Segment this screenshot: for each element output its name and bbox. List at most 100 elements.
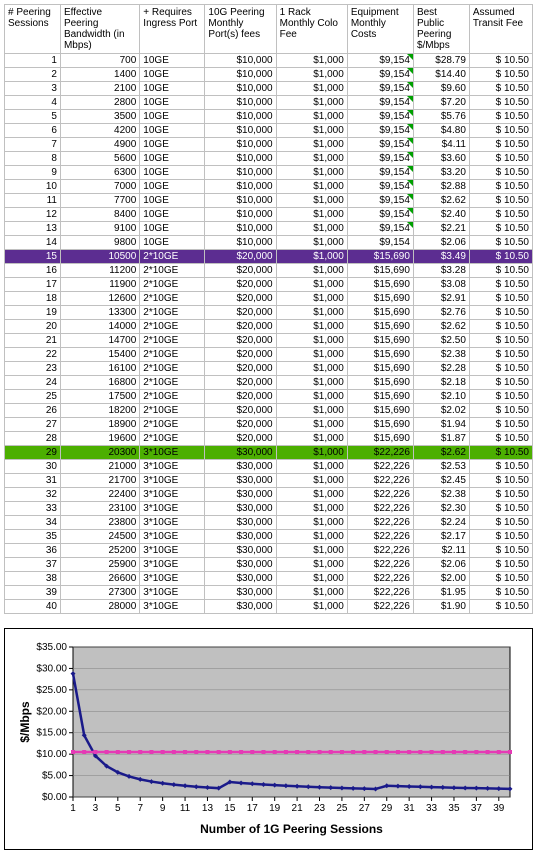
cell-transit: $ 10.50 [469,376,532,390]
cell-colo: $1,000 [276,250,347,264]
cell-transit: $ 10.50 [469,334,532,348]
cell-portfees: $20,000 [205,432,276,446]
cell-ingress: 10GE [140,96,205,110]
cell-bandwidth: 25900 [60,558,139,572]
cell-bandwidth: 2800 [60,96,139,110]
cell-transit: $ 10.50 [469,558,532,572]
cell-best: $3.08 [413,278,469,292]
cell-transit: $ 10.50 [469,418,532,432]
cell-equip: $22,226 [347,446,413,460]
cell-portfees: $20,000 [205,390,276,404]
cell-colo: $1,000 [276,54,347,68]
table-row: 32224003*10GE$30,000$1,000$22,226$2.38$ … [5,488,533,502]
cell-sessions: 37 [5,558,61,572]
svg-text:Number of 1G Peering Sessions: Number of 1G Peering Sessions [200,822,383,836]
table-row: 24168002*10GE$20,000$1,000$15,690$2.18$ … [5,376,533,390]
cell-portfees: $30,000 [205,544,276,558]
cell-equip: $9,154 [347,110,413,124]
cell-transit: $ 10.50 [469,250,532,264]
table-row: 31217003*10GE$30,000$1,000$22,226$2.45$ … [5,474,533,488]
cell-bandwidth: 7000 [60,180,139,194]
cell-best: $2.02 [413,404,469,418]
cell-best: $3.60 [413,152,469,166]
cell-portfees: $20,000 [205,306,276,320]
table-row: 11770010GE$10,000$1,000$9,154$2.62$ 10.5… [5,194,533,208]
cell-equip: $9,154 [347,82,413,96]
table-row: 5350010GE$10,000$1,000$9,154$5.76$ 10.50 [5,110,533,124]
cell-best: $2.28 [413,362,469,376]
cell-transit: $ 10.50 [469,138,532,152]
cell-transit: $ 10.50 [469,54,532,68]
cell-best: $3.49 [413,250,469,264]
cell-sessions: 21 [5,334,61,348]
cell-bandwidth: 7700 [60,194,139,208]
cell-ingress: 3*10GE [140,530,205,544]
cell-bandwidth: 18900 [60,418,139,432]
cell-best: $2.38 [413,488,469,502]
cell-sessions: 19 [5,306,61,320]
cell-ingress: 3*10GE [140,558,205,572]
cell-portfees: $30,000 [205,502,276,516]
table-row: 18126002*10GE$20,000$1,000$15,690$2.91$ … [5,292,533,306]
cell-transit: $ 10.50 [469,194,532,208]
cell-sessions: 33 [5,502,61,516]
cell-best: $2.06 [413,558,469,572]
cell-best: $1.94 [413,418,469,432]
cell-best: $2.50 [413,334,469,348]
cell-portfees: $30,000 [205,460,276,474]
cell-equip: $15,690 [347,306,413,320]
cell-sessions: 16 [5,264,61,278]
cell-bandwidth: 8400 [60,208,139,222]
cell-portfees: $30,000 [205,572,276,586]
col-header-ingress: + Requires Ingress Port [140,5,205,54]
svg-text:13: 13 [202,803,214,814]
table-row: 6420010GE$10,000$1,000$9,154$4.80$ 10.50 [5,124,533,138]
cell-best: $2.17 [413,530,469,544]
cell-sessions: 27 [5,418,61,432]
cell-best: $2.40 [413,208,469,222]
cell-portfees: $10,000 [205,124,276,138]
cell-best: $2.45 [413,474,469,488]
comment-marker-icon [407,54,413,60]
cell-colo: $1,000 [276,236,347,250]
cell-bandwidth: 20300 [60,446,139,460]
cell-ingress: 10GE [140,222,205,236]
cell-bandwidth: 16100 [60,362,139,376]
table-row: 36252003*10GE$30,000$1,000$22,226$2.11$ … [5,544,533,558]
table-header: # Peering SessionsEffective Peering Band… [5,5,533,54]
cell-colo: $1,000 [276,68,347,82]
cell-sessions: 20 [5,320,61,334]
cell-bandwidth: 9800 [60,236,139,250]
cell-sessions: 36 [5,544,61,558]
comment-marker-icon [407,194,413,200]
cell-transit: $ 10.50 [469,362,532,376]
table-row: 29203003*10GE$30,000$1,000$22,226$2.62$ … [5,446,533,460]
cell-ingress: 3*10GE [140,600,205,614]
cell-colo: $1,000 [276,334,347,348]
svg-text:$30.00: $30.00 [36,663,67,674]
cell-bandwidth: 2100 [60,82,139,96]
cell-best: $2.53 [413,460,469,474]
cell-ingress: 10GE [140,110,205,124]
svg-text:$25.00: $25.00 [36,685,67,696]
cell-ingress: 2*10GE [140,348,205,362]
cell-ingress: 3*10GE [140,460,205,474]
cell-transit: $ 10.50 [469,166,532,180]
cell-sessions: 4 [5,96,61,110]
cell-portfees: $30,000 [205,600,276,614]
cell-bandwidth: 18200 [60,404,139,418]
cell-portfees: $30,000 [205,530,276,544]
cell-colo: $1,000 [276,390,347,404]
comment-marker-icon [407,222,413,228]
table-row: 12840010GE$10,000$1,000$9,154$2.40$ 10.5… [5,208,533,222]
cell-equip: $9,154 [347,54,413,68]
comment-marker-icon [407,166,413,172]
svg-text:29: 29 [381,803,393,814]
cell-equip: $15,690 [347,404,413,418]
cell-colo: $1,000 [276,166,347,180]
cell-colo: $1,000 [276,96,347,110]
cell-transit: $ 10.50 [469,516,532,530]
cell-ingress: 10GE [140,138,205,152]
cell-transit: $ 10.50 [469,68,532,82]
cell-ingress: 10GE [140,54,205,68]
